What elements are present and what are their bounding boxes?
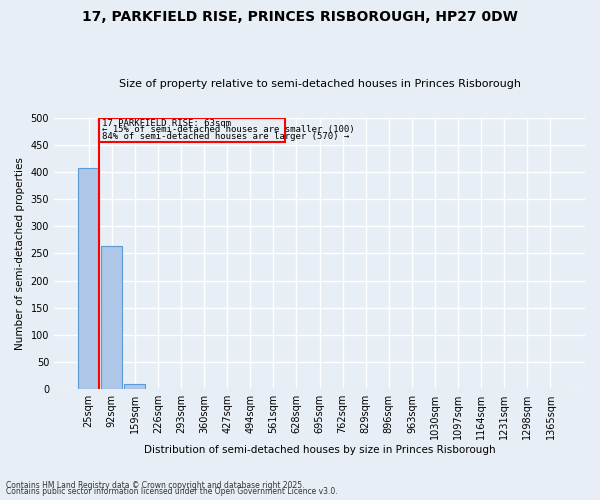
FancyBboxPatch shape bbox=[99, 118, 285, 142]
Text: Contains public sector information licensed under the Open Government Licence v3: Contains public sector information licen… bbox=[6, 487, 338, 496]
Text: 17, PARKFIELD RISE, PRINCES RISBOROUGH, HP27 0DW: 17, PARKFIELD RISE, PRINCES RISBOROUGH, … bbox=[82, 10, 518, 24]
X-axis label: Distribution of semi-detached houses by size in Princes Risborough: Distribution of semi-detached houses by … bbox=[144, 445, 496, 455]
Bar bbox=[124, 384, 145, 389]
Text: 84% of semi-detached houses are larger (570) →: 84% of semi-detached houses are larger (… bbox=[103, 132, 350, 140]
Bar bbox=[101, 246, 122, 389]
Bar bbox=[517, 388, 538, 389]
Text: 17 PARKFIELD RISE: 63sqm: 17 PARKFIELD RISE: 63sqm bbox=[103, 118, 232, 128]
Bar bbox=[78, 168, 99, 389]
Text: Contains HM Land Registry data © Crown copyright and database right 2025.: Contains HM Land Registry data © Crown c… bbox=[6, 481, 305, 490]
Y-axis label: Number of semi-detached properties: Number of semi-detached properties bbox=[15, 157, 25, 350]
Text: ← 15% of semi-detached houses are smaller (100): ← 15% of semi-detached houses are smalle… bbox=[103, 125, 355, 134]
Title: Size of property relative to semi-detached houses in Princes Risborough: Size of property relative to semi-detach… bbox=[119, 79, 521, 89]
